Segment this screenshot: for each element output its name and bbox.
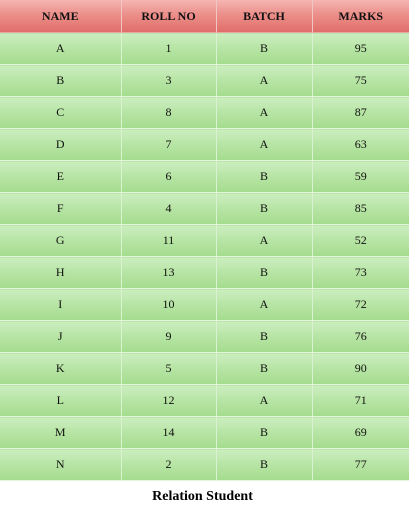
cell-batch: B xyxy=(216,192,313,225)
cell-marks: 85 xyxy=(312,192,409,225)
cell-name: B xyxy=(0,64,122,97)
cell-batch: A xyxy=(216,288,313,321)
cell-batch: A xyxy=(216,224,313,257)
cell-batch: A xyxy=(216,128,313,161)
cell-marks: 72 xyxy=(312,288,409,321)
cell-roll-no: 11 xyxy=(121,224,217,257)
cell-roll-no: 7 xyxy=(121,128,217,161)
cell-name: H xyxy=(0,256,122,289)
table-row: J 9 B 76 xyxy=(0,320,409,353)
cell-roll-no: 12 xyxy=(121,384,217,417)
table-row: N 2 B 77 xyxy=(0,448,409,481)
cell-batch: B xyxy=(216,352,313,385)
cell-marks: 71 xyxy=(312,384,409,417)
cell-name: F xyxy=(0,192,122,225)
cell-marks: 52 xyxy=(312,224,409,257)
table-row: H 13 B 73 xyxy=(0,256,409,289)
column-header-name: NAME xyxy=(0,0,122,33)
cell-batch: B xyxy=(216,160,313,193)
cell-roll-no: 13 xyxy=(121,256,217,289)
cell-batch: B xyxy=(216,320,313,353)
cell-name: J xyxy=(0,320,122,353)
cell-batch: B xyxy=(216,416,313,449)
cell-roll-no: 2 xyxy=(121,448,217,481)
cell-batch: B xyxy=(216,448,313,481)
cell-roll-no: 5 xyxy=(121,352,217,385)
table-row: F 4 B 85 xyxy=(0,192,409,225)
cell-marks: 69 xyxy=(312,416,409,449)
cell-marks: 87 xyxy=(312,96,409,129)
cell-name: C xyxy=(0,96,122,129)
cell-batch: A xyxy=(216,384,313,417)
cell-marks: 59 xyxy=(312,160,409,193)
table-row: B 3 A 75 xyxy=(0,64,409,97)
cell-name: G xyxy=(0,224,122,257)
cell-marks: 63 xyxy=(312,128,409,161)
cell-marks: 76 xyxy=(312,320,409,353)
cell-name: K xyxy=(0,352,122,385)
cell-roll-no: 8 xyxy=(121,96,217,129)
table-caption: Relation Student xyxy=(152,489,253,504)
cell-batch: B xyxy=(216,256,313,289)
table-row: D 7 A 63 xyxy=(0,128,409,161)
cell-marks: 95 xyxy=(312,32,409,65)
student-relation-table-container: NAME ROLL NO BATCH MARKS A 1 B 95 B 3 A … xyxy=(0,0,409,481)
cell-marks: 77 xyxy=(312,448,409,481)
column-header-roll-no: ROLL NO xyxy=(121,0,217,33)
cell-name: L xyxy=(0,384,122,417)
table-row: C 8 A 87 xyxy=(0,96,409,129)
cell-name: D xyxy=(0,128,122,161)
cell-roll-no: 4 xyxy=(121,192,217,225)
cell-roll-no: 9 xyxy=(121,320,217,353)
cell-name: N xyxy=(0,448,122,481)
cell-roll-no: 6 xyxy=(121,160,217,193)
cell-batch: A xyxy=(216,96,313,129)
table-row: M 14 B 69 xyxy=(0,416,409,449)
header-row: NAME ROLL NO BATCH MARKS xyxy=(0,0,409,33)
cell-name: M xyxy=(0,416,122,449)
table-row: G 11 A 52 xyxy=(0,224,409,257)
table-body: A 1 B 95 B 3 A 75 C 8 A 87 D 7 A 63 xyxy=(0,32,409,481)
cell-batch: A xyxy=(216,64,313,97)
cell-roll-no: 10 xyxy=(121,288,217,321)
table-header: NAME ROLL NO BATCH MARKS xyxy=(0,0,409,33)
table-row: K 5 B 90 xyxy=(0,352,409,385)
cell-name: A xyxy=(0,32,122,65)
table-row: E 6 B 59 xyxy=(0,160,409,193)
column-header-marks: MARKS xyxy=(312,0,409,33)
column-header-batch: BATCH xyxy=(216,0,313,33)
cell-roll-no: 14 xyxy=(121,416,217,449)
cell-name: I xyxy=(0,288,122,321)
cell-marks: 90 xyxy=(312,352,409,385)
student-relation-table: NAME ROLL NO BATCH MARKS A 1 B 95 B 3 A … xyxy=(0,0,409,481)
table-row: I 10 A 72 xyxy=(0,288,409,321)
cell-roll-no: 3 xyxy=(121,64,217,97)
cell-marks: 75 xyxy=(312,64,409,97)
table-row: A 1 B 95 xyxy=(0,32,409,65)
cell-batch: B xyxy=(216,32,313,65)
cell-marks: 73 xyxy=(312,256,409,289)
table-row: L 12 A 71 xyxy=(0,384,409,417)
cell-roll-no: 1 xyxy=(121,32,217,65)
cell-name: E xyxy=(0,160,122,193)
